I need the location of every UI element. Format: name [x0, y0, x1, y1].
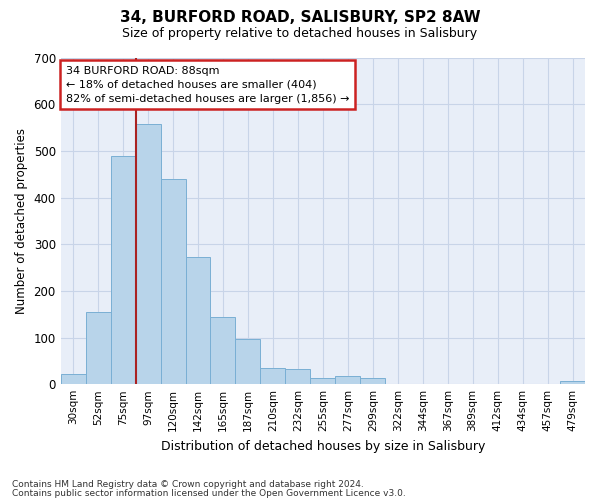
Bar: [560, 381, 585, 384]
Bar: [136, 124, 161, 384]
Bar: [335, 376, 360, 384]
Bar: [310, 378, 335, 384]
Bar: [360, 378, 385, 384]
Bar: [185, 257, 211, 384]
Text: 34, BURFORD ROAD, SALISBURY, SP2 8AW: 34, BURFORD ROAD, SALISBURY, SP2 8AW: [119, 10, 481, 25]
Bar: [260, 368, 286, 384]
Bar: [161, 179, 185, 384]
Bar: [110, 156, 136, 384]
Bar: [86, 312, 110, 384]
Text: Contains HM Land Registry data © Crown copyright and database right 2024.: Contains HM Land Registry data © Crown c…: [12, 480, 364, 489]
Y-axis label: Number of detached properties: Number of detached properties: [15, 128, 28, 314]
Bar: [286, 369, 310, 384]
X-axis label: Distribution of detached houses by size in Salisbury: Distribution of detached houses by size …: [161, 440, 485, 452]
Bar: [235, 339, 260, 384]
Bar: [211, 316, 235, 384]
Text: 34 BURFORD ROAD: 88sqm
← 18% of detached houses are smaller (404)
82% of semi-de: 34 BURFORD ROAD: 88sqm ← 18% of detached…: [66, 66, 349, 104]
Text: Size of property relative to detached houses in Salisbury: Size of property relative to detached ho…: [122, 28, 478, 40]
Bar: [61, 374, 86, 384]
Text: Contains public sector information licensed under the Open Government Licence v3: Contains public sector information licen…: [12, 490, 406, 498]
